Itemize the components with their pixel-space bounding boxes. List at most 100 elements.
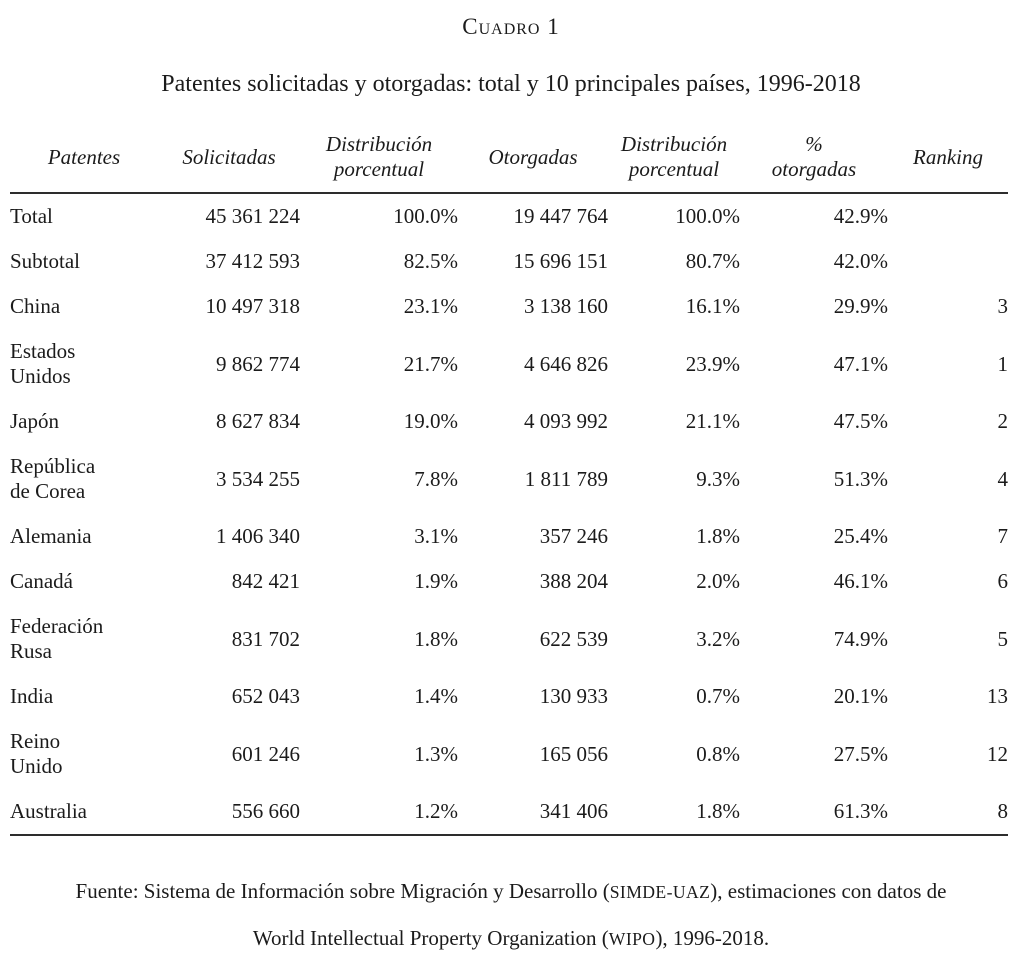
cell-pct: 20.1% <box>833 684 888 708</box>
patents-table: Patentes Solicitadas Distribución porcentu… <box>10 124 1008 836</box>
cell-dist1: 1.8% <box>414 626 458 651</box>
table-row: Subtotal 37 412 593 82.5% 15 696 151 80.7% 42… <box>10 239 1008 284</box>
source-acronym-wipo: WIPO <box>608 929 656 949</box>
cell-pct: 46.1% <box>833 569 888 593</box>
cell-dist2: 0.7% <box>696 684 740 708</box>
cell-ranking <box>888 193 1008 239</box>
row-label: República de Corea <box>10 454 96 503</box>
cell-otorgadas: 341 406 <box>458 789 608 836</box>
cell-otorgadas: 4 093 992 <box>524 409 608 433</box>
cell-ranking: 4 <box>997 466 1009 491</box>
cell-otorgadas: 1 811 789 <box>524 466 608 491</box>
cell-dist2: 100.0% <box>675 204 740 228</box>
cell-otorgadas: 19 447 764 <box>513 204 609 228</box>
cell-ranking <box>888 239 1008 284</box>
table-row: Federación Rusa 831 702 1.8% 622 539 3.2% 74.… <box>10 604 1008 674</box>
cell-dist2: 16.1% <box>685 294 740 318</box>
cell-pct: 61.3% <box>740 789 888 836</box>
row-label: Japón <box>10 409 59 433</box>
table-row: China 10 497 318 23.1% 3 138 160 16.1% 29.9% 3 <box>10 284 1008 329</box>
cell-dist1: 19.0% <box>403 409 458 433</box>
cell-dist1: 1.9% <box>414 569 458 593</box>
source-line2-suffix: ), 1996-2018. <box>655 926 770 950</box>
source-line2-prefix: World Intellectual Property Organization… <box>252 926 609 950</box>
table-row: Japón 8 627 834 19.0% 4 093 992 21.1% 47.5% 2 <box>10 399 1008 444</box>
source-line-2: World Intellectual Property Organization… <box>0 923 1022 954</box>
column-header: Ranking <box>888 124 1008 194</box>
row-label: Reino Unido <box>10 729 63 778</box>
cell-ranking: 1 <box>997 351 1009 376</box>
cell-otorgadas: 15 696 151 <box>513 249 609 273</box>
cell-dist2: 0.8% <box>696 741 740 766</box>
cell-pct: 42.0% <box>833 249 888 273</box>
cell-dist2: 21.1% <box>685 409 740 433</box>
cell-dist1: 1.3% <box>414 741 458 766</box>
cell-solicitadas: 556 660 <box>158 789 300 836</box>
row-label: Canadá <box>10 569 73 593</box>
cell-dist1: 7.8% <box>414 466 458 491</box>
cell-dist2: 23.9% <box>685 351 740 376</box>
row-label: India <box>10 684 54 708</box>
cell-solicitadas: 45 361 224 <box>205 204 301 228</box>
cell-dist1: 23.1% <box>403 294 458 318</box>
column-header: Distribución porcentual <box>300 124 458 194</box>
cell-solicitadas: 652 043 <box>231 684 300 708</box>
table-caption-number: Cuadro 1 <box>462 14 560 39</box>
source-acronym-simde-uaz: SIMDE-UAZ <box>609 882 711 902</box>
cell-dist1: 1.4% <box>414 684 458 708</box>
cell-dist1: 1.2% <box>300 789 458 836</box>
table-caption-title: Patentes solicitadas y otorgadas: total … <box>161 71 861 97</box>
cell-solicitadas: 842 421 <box>231 569 300 593</box>
row-label: Alemania <box>10 524 92 548</box>
column-header: % otorgadas <box>740 124 888 194</box>
cell-dist2: 9.3% <box>696 466 740 491</box>
cell-pct: 51.3% <box>833 466 888 491</box>
cell-dist1: 21.7% <box>403 351 458 376</box>
cell-ranking: 6 <box>997 569 1009 593</box>
cell-dist1: 100.0% <box>393 204 458 228</box>
table-body: Total 45 361 224 100.0% 19 447 764 100.0% 42.… <box>10 193 1009 836</box>
cell-pct: 47.5% <box>833 409 888 433</box>
table-row: República de Corea 3 534 255 7.8% 1 811 789… <box>10 444 1008 514</box>
column-header: Patentes <box>10 124 158 194</box>
cell-pct: 47.1% <box>833 351 888 376</box>
cell-dist2: 80.7% <box>685 249 740 273</box>
cell-pct: 74.9% <box>833 626 888 651</box>
table-head: Patentes Solicitadas Distribución porcentu… <box>10 124 1008 194</box>
table-row: India 652 043 1.4% 130 933 0.7% 20.1% 13 <box>10 674 1008 719</box>
cell-pct: 27.5% <box>833 741 888 766</box>
cell-solicitadas: 8 627 834 <box>216 409 300 433</box>
cell-dist2: 2.0% <box>696 569 740 593</box>
table-row: Australia 556 660 1.2% 341 406 1.8% 61.3% 8 <box>10 789 1008 836</box>
column-header: Otorgadas <box>458 124 608 194</box>
cell-otorgadas: 622 539 <box>539 626 608 651</box>
cell-otorgadas: 388 204 <box>539 569 608 593</box>
column-header: Solicitadas <box>158 124 300 194</box>
table-row: Total 45 361 224 100.0% 19 447 764 100.0% 42.… <box>10 193 1008 239</box>
cell-solicitadas: 601 246 <box>231 741 300 766</box>
cell-ranking: 7 <box>997 524 1009 548</box>
row-label: Australia <box>10 789 158 836</box>
cell-dist1: 3.1% <box>414 524 458 548</box>
cell-dist2: 3.2% <box>696 626 740 651</box>
row-label: Subtotal <box>10 249 81 273</box>
column-header: Distribución porcentual <box>608 124 740 194</box>
row-label: China <box>10 294 61 318</box>
source-note: Fuente: Sistema de Información sobre Mig… <box>0 876 1022 954</box>
table-row: Estados Unidos 9 862 774 21.7% 4 646 826 23.… <box>10 329 1008 399</box>
cell-solicitadas: 37 412 593 <box>205 249 301 273</box>
cell-ranking: 13 <box>987 684 1008 708</box>
cell-solicitadas: 831 702 <box>231 626 300 651</box>
row-label: Estados Unidos <box>10 339 76 388</box>
cell-ranking: 2 <box>997 409 1009 433</box>
cell-otorgadas: 130 933 <box>539 684 608 708</box>
row-label: Total <box>10 204 53 228</box>
cell-ranking: 12 <box>987 741 1008 766</box>
table-row: Canadá 842 421 1.9% 388 204 2.0% 46.1% 6 <box>10 559 1008 604</box>
cell-solicitadas: 3 534 255 <box>216 466 300 491</box>
row-label: Federación Rusa <box>10 614 104 663</box>
cell-dist2: 1.8% <box>696 524 740 548</box>
cell-otorgadas: 357 246 <box>539 524 608 548</box>
cell-pct: 29.9% <box>833 294 888 318</box>
table-header-row: Patentes Solicitadas Distribución porcentu… <box>10 124 1008 194</box>
